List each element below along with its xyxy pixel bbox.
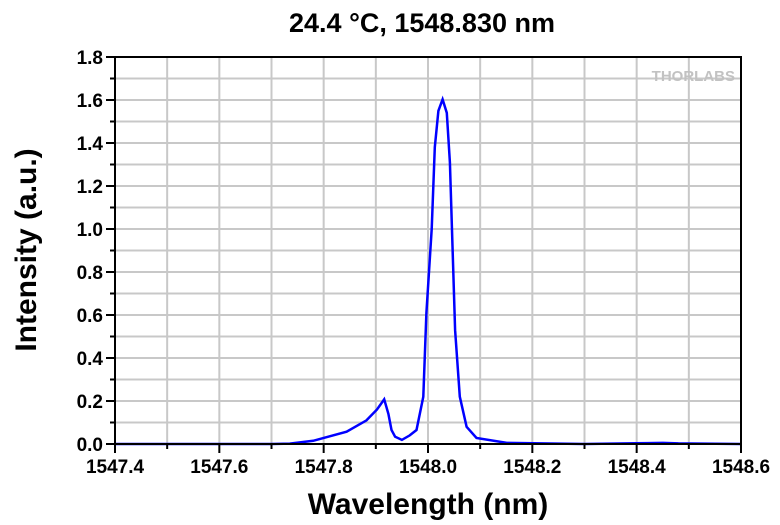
thorlabs-watermark: THORLABS [652,68,735,85]
x-tick-label: 1548.2 [503,457,561,478]
y-tick-label: 0.4 [77,349,104,370]
x-tick-label: 1547.6 [190,457,248,478]
grid [115,57,741,444]
y-tick-label: 1.0 [77,220,103,241]
y-tick-label: 0.2 [77,392,103,413]
chart-title: 24.4 °C, 1548.830 nm [289,8,555,38]
x-tick-label: 1548.0 [399,457,457,478]
y-tick-label: 1.8 [77,48,103,69]
y-tick-label: 1.4 [77,134,104,155]
y-axis-label: Intensity (a.u.) [10,148,43,351]
x-tick-label: 1547.4 [86,457,145,478]
y-tick-label: 1.2 [77,177,103,198]
y-tick-label: 0.0 [77,435,103,456]
ticks: 1547.4 1547.6 1547.8 1548.0 1548.2 1548.4 1548… [77,48,770,478]
x-tick-label: 1547.8 [295,457,353,478]
y-tick-label: 0.8 [77,263,103,284]
series-line [115,95,742,446]
y-tick-label: 1.6 [77,91,103,112]
y-tick-label: 0.6 [77,306,103,327]
x-tick-label: 1548.6 [712,457,770,478]
x-tick-label: 1548.4 [608,457,667,478]
x-axis-label: Wavelength (nm) [308,488,549,521]
